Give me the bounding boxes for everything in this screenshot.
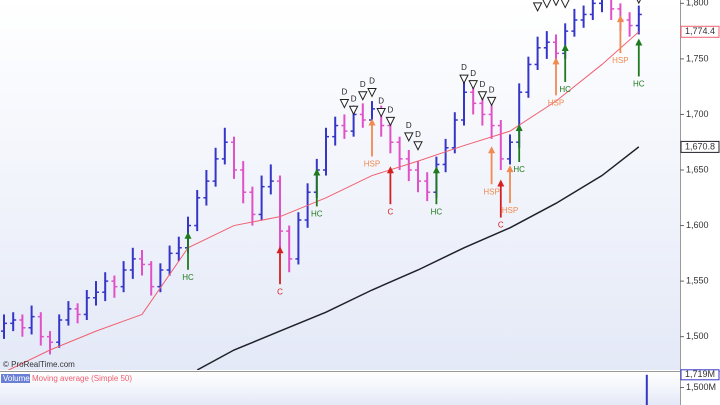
last-value-box xyxy=(680,25,720,38)
y-tick-label: 1,750 xyxy=(686,53,709,63)
d-marker-label: D xyxy=(378,97,384,106)
y-tick-label: 1,650 xyxy=(686,164,709,174)
signal-arrowhead xyxy=(368,118,376,126)
d-marker-label: D xyxy=(406,121,412,130)
d-marker xyxy=(459,74,469,85)
d-marker xyxy=(357,91,368,101)
d-marker xyxy=(468,80,479,90)
signal-label: HSP xyxy=(364,160,380,169)
moving-average xyxy=(196,146,640,370)
d-marker xyxy=(560,0,570,9)
last-value-label: 1,774.4 xyxy=(685,26,715,36)
d-marker xyxy=(413,141,423,151)
d-marker-label: D xyxy=(480,80,486,89)
d-marker xyxy=(376,107,387,118)
signal-label: HC xyxy=(182,273,194,282)
signal-label: HC xyxy=(513,165,525,174)
signal-label: C xyxy=(498,221,504,230)
signal-arrowhead xyxy=(515,124,523,131)
d-marker xyxy=(367,87,377,98)
d-marker-label: D xyxy=(360,80,366,89)
moving-average xyxy=(7,31,640,370)
signal-label: HC xyxy=(311,210,323,219)
d-marker-label: D xyxy=(388,105,394,114)
d-marker xyxy=(542,0,552,9)
d-marker xyxy=(385,116,396,127)
d-marker xyxy=(486,96,497,107)
d-marker xyxy=(636,0,641,5)
signal-arrowhead xyxy=(552,57,560,65)
signal-arrowhead xyxy=(386,166,394,174)
last-value-label: 1,670.8 xyxy=(685,141,715,151)
signal-arrowhead xyxy=(561,44,569,51)
signal-label: HSP xyxy=(548,98,564,107)
d-marker-label: D xyxy=(461,63,467,72)
watermark: © ProRealTime.com xyxy=(3,360,75,369)
volume-value-label: 1,719M xyxy=(685,369,715,379)
signal-arrowhead xyxy=(184,231,192,239)
signal-label: HSP xyxy=(483,187,499,196)
y-tick-label: 1,500 xyxy=(686,331,709,341)
signal-arrowhead xyxy=(497,179,505,187)
price-pane xyxy=(0,0,680,370)
signal-arrowhead xyxy=(488,146,496,154)
last-value-box xyxy=(680,140,720,153)
d-marker xyxy=(552,0,560,7)
signal-label: HSP xyxy=(612,56,628,65)
y-tick-label: 1,550 xyxy=(686,275,709,285)
signal-label: HC xyxy=(559,85,571,94)
d-marker-label: D xyxy=(415,130,421,139)
volume-pane xyxy=(0,373,680,405)
signal-arrowhead xyxy=(506,165,514,173)
signal-arrowhead xyxy=(635,38,643,46)
signal-label: HC xyxy=(633,80,645,89)
d-marker-label: D xyxy=(342,88,348,97)
legend-ma: Moving average (Simple 50) xyxy=(32,374,132,383)
y-tick-label: 1,700 xyxy=(686,109,709,119)
y-tick-label: 1,800 xyxy=(686,0,709,8)
d-marker-label: D xyxy=(470,69,476,78)
d-marker xyxy=(339,99,350,109)
signal-arrowhead xyxy=(276,246,284,254)
signal-label: C xyxy=(388,207,394,216)
legend-volume: Volume xyxy=(3,374,30,383)
signal-arrowhead xyxy=(313,168,321,176)
volume-value-box xyxy=(680,369,720,381)
legend-volume-box xyxy=(1,374,30,383)
d-marker xyxy=(532,2,543,13)
d-marker xyxy=(348,105,359,116)
d-marker xyxy=(403,132,414,143)
y-tick-label: 1,600 xyxy=(686,220,709,230)
signal-label: C xyxy=(277,287,283,296)
signal-label: HSP xyxy=(502,206,518,215)
d-marker-label: D xyxy=(489,85,495,94)
d-marker xyxy=(477,91,488,101)
signal-arrowhead xyxy=(432,166,440,174)
volume-tick-label: 1,500M xyxy=(686,382,716,392)
signal-label: HC xyxy=(431,207,443,216)
d-marker-label: D xyxy=(369,77,375,86)
signal-arrowhead xyxy=(616,15,624,23)
d-marker-label: D xyxy=(351,94,357,103)
